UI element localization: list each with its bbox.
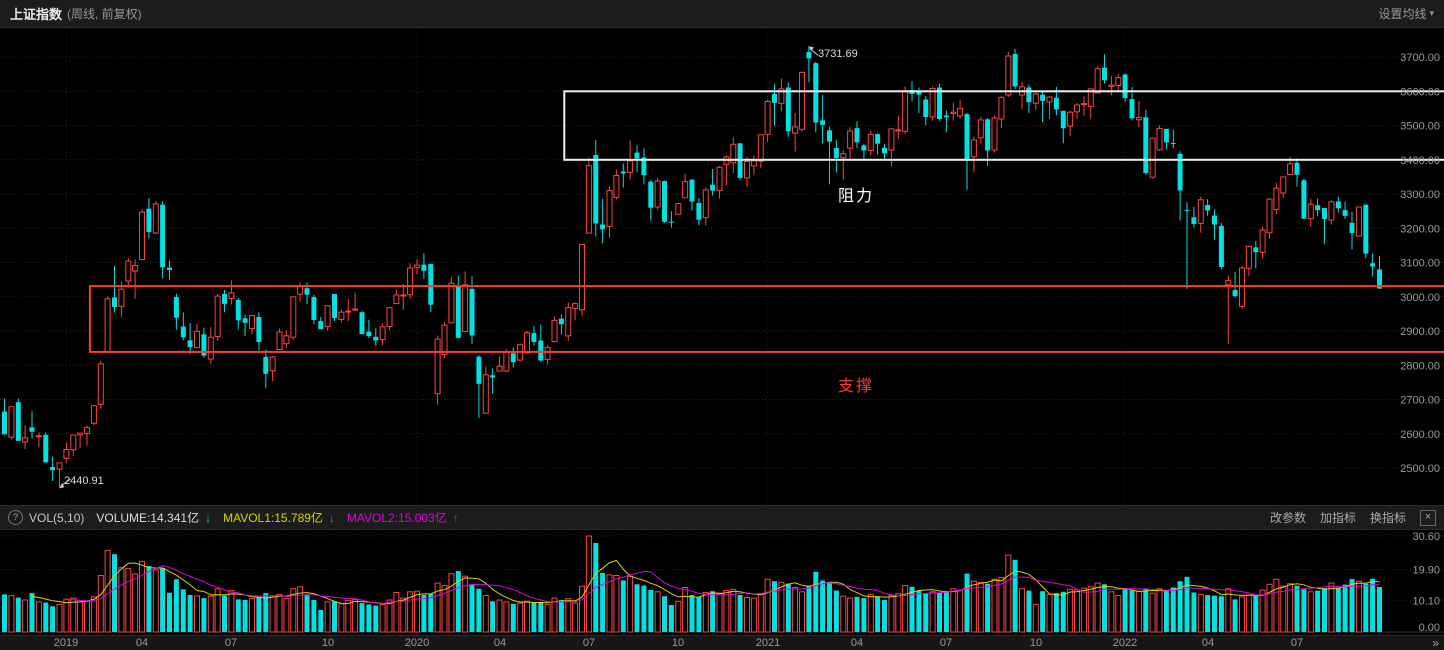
- x-axis-month-label: 04: [493, 637, 507, 649]
- support-label[interactable]: 支撑: [838, 378, 875, 395]
- svg-text:2700.00: 2700.00: [1400, 395, 1440, 407]
- svg-text:30.60: 30.60: [1412, 531, 1440, 543]
- mavol2-up-arrow-icon: ↑: [452, 510, 459, 525]
- svg-text:0.00: 0.00: [1419, 622, 1440, 634]
- switch-indicator-button[interactable]: 换指标: [1369, 511, 1406, 525]
- volume-readout: VOLUME:14.341亿: [96, 511, 200, 525]
- svg-text:3300.00: 3300.00: [1400, 189, 1440, 201]
- time-axis: » 2019 04 07 10 2020 04 07 10 2021 04 07 10 2022 04 07: [0, 635, 1444, 650]
- svg-text:2900.00: 2900.00: [1400, 326, 1440, 338]
- x-axis-year-label: 2021: [755, 637, 781, 649]
- x-axis-month-label: 10: [321, 637, 335, 649]
- mavol2-readout: MAVOL2:15.003亿: [346, 511, 447, 525]
- volume-pane[interactable]: 30.60 19.90 10.10 0.00: [0, 530, 1444, 635]
- x-axis-month-label: 04: [850, 637, 864, 649]
- x-axis-month-label: 07: [939, 637, 953, 649]
- mavol1-readout: MAVOL1:15.789亿: [223, 511, 323, 525]
- chevron-down-icon: ▾: [1429, 8, 1434, 18]
- top-bar: 上证指数 (周线, 前复权) 设置均线 ▾: [0, 0, 1444, 28]
- svg-text:3400.00: 3400.00: [1400, 155, 1440, 167]
- mavol2-line: [66, 565, 1380, 605]
- indicator-help-icon[interactable]: ?: [8, 510, 23, 525]
- svg-text:3500.00: 3500.00: [1400, 121, 1440, 133]
- resistance-label[interactable]: 阻力: [838, 188, 875, 205]
- chart-period-label: (周线, 前复权): [67, 7, 142, 21]
- price-pane[interactable]: 3700.00 3600.00 3500.00 3400.00 3300.00 3200.…: [0, 28, 1444, 505]
- high-price-annotation: 3731.69: [818, 48, 858, 60]
- price-chart-canvas[interactable]: 3700.00 3600.00 3500.00 3400.00 3300.00 3200.…: [0, 28, 1444, 505]
- low-price-annotation: 2440.91: [64, 475, 104, 487]
- x-axis-year-label: 2022: [1112, 637, 1138, 649]
- svg-text:2500.00: 2500.00: [1400, 463, 1440, 475]
- edit-params-button[interactable]: 改参数: [1269, 511, 1306, 525]
- svg-text:19.90: 19.90: [1412, 565, 1440, 577]
- svg-text:3100.00: 3100.00: [1400, 258, 1440, 270]
- svg-text:3700.00: 3700.00: [1400, 52, 1440, 64]
- volume-chart-canvas[interactable]: 30.60 19.90 10.10 0.00: [0, 530, 1444, 635]
- x-axis-month-label: 10: [671, 637, 685, 649]
- x-axis-month-label: 04: [135, 637, 149, 649]
- close-indicator-icon[interactable]: ×: [1420, 509, 1436, 526]
- support-box[interactable]: [88, 285, 1444, 353]
- indicator-name[interactable]: VOL(5,10): [29, 510, 85, 525]
- svg-text:3200.00: 3200.00: [1400, 223, 1440, 235]
- svg-text:3600.00: 3600.00: [1400, 86, 1440, 98]
- volume-indicator-header: ? VOL(5,10) VOLUME:14.341亿 ↓ MAVOL1:15.7…: [0, 505, 1444, 530]
- svg-text:2600.00: 2600.00: [1400, 429, 1440, 441]
- index-title: 上证指数: [10, 7, 63, 22]
- mavol1-down-arrow-icon: ↓: [328, 510, 335, 525]
- x-axis-year-label: 2019: [53, 637, 79, 649]
- ma-settings-label: 设置均线: [1378, 7, 1427, 21]
- x-axis-month-label: 07: [224, 637, 238, 649]
- x-axis-month-label: 07: [1290, 637, 1304, 649]
- x-axis-month-label: 10: [1029, 637, 1043, 649]
- svg-text:3000.00: 3000.00: [1400, 292, 1440, 304]
- ma-settings-button[interactable]: 设置均线 ▾: [1378, 5, 1434, 22]
- x-axis-year-label: 2020: [404, 637, 430, 649]
- resistance-box[interactable]: [563, 90, 1444, 161]
- scroll-right-button[interactable]: »: [1432, 636, 1439, 650]
- x-axis-month-label: 04: [1201, 637, 1215, 649]
- volume-down-arrow-icon: ↓: [205, 510, 212, 525]
- svg-text:2800.00: 2800.00: [1400, 360, 1440, 372]
- add-indicator-button[interactable]: 加指标: [1319, 511, 1356, 525]
- svg-text:10.10: 10.10: [1412, 595, 1440, 607]
- x-axis-month-label: 07: [582, 637, 596, 649]
